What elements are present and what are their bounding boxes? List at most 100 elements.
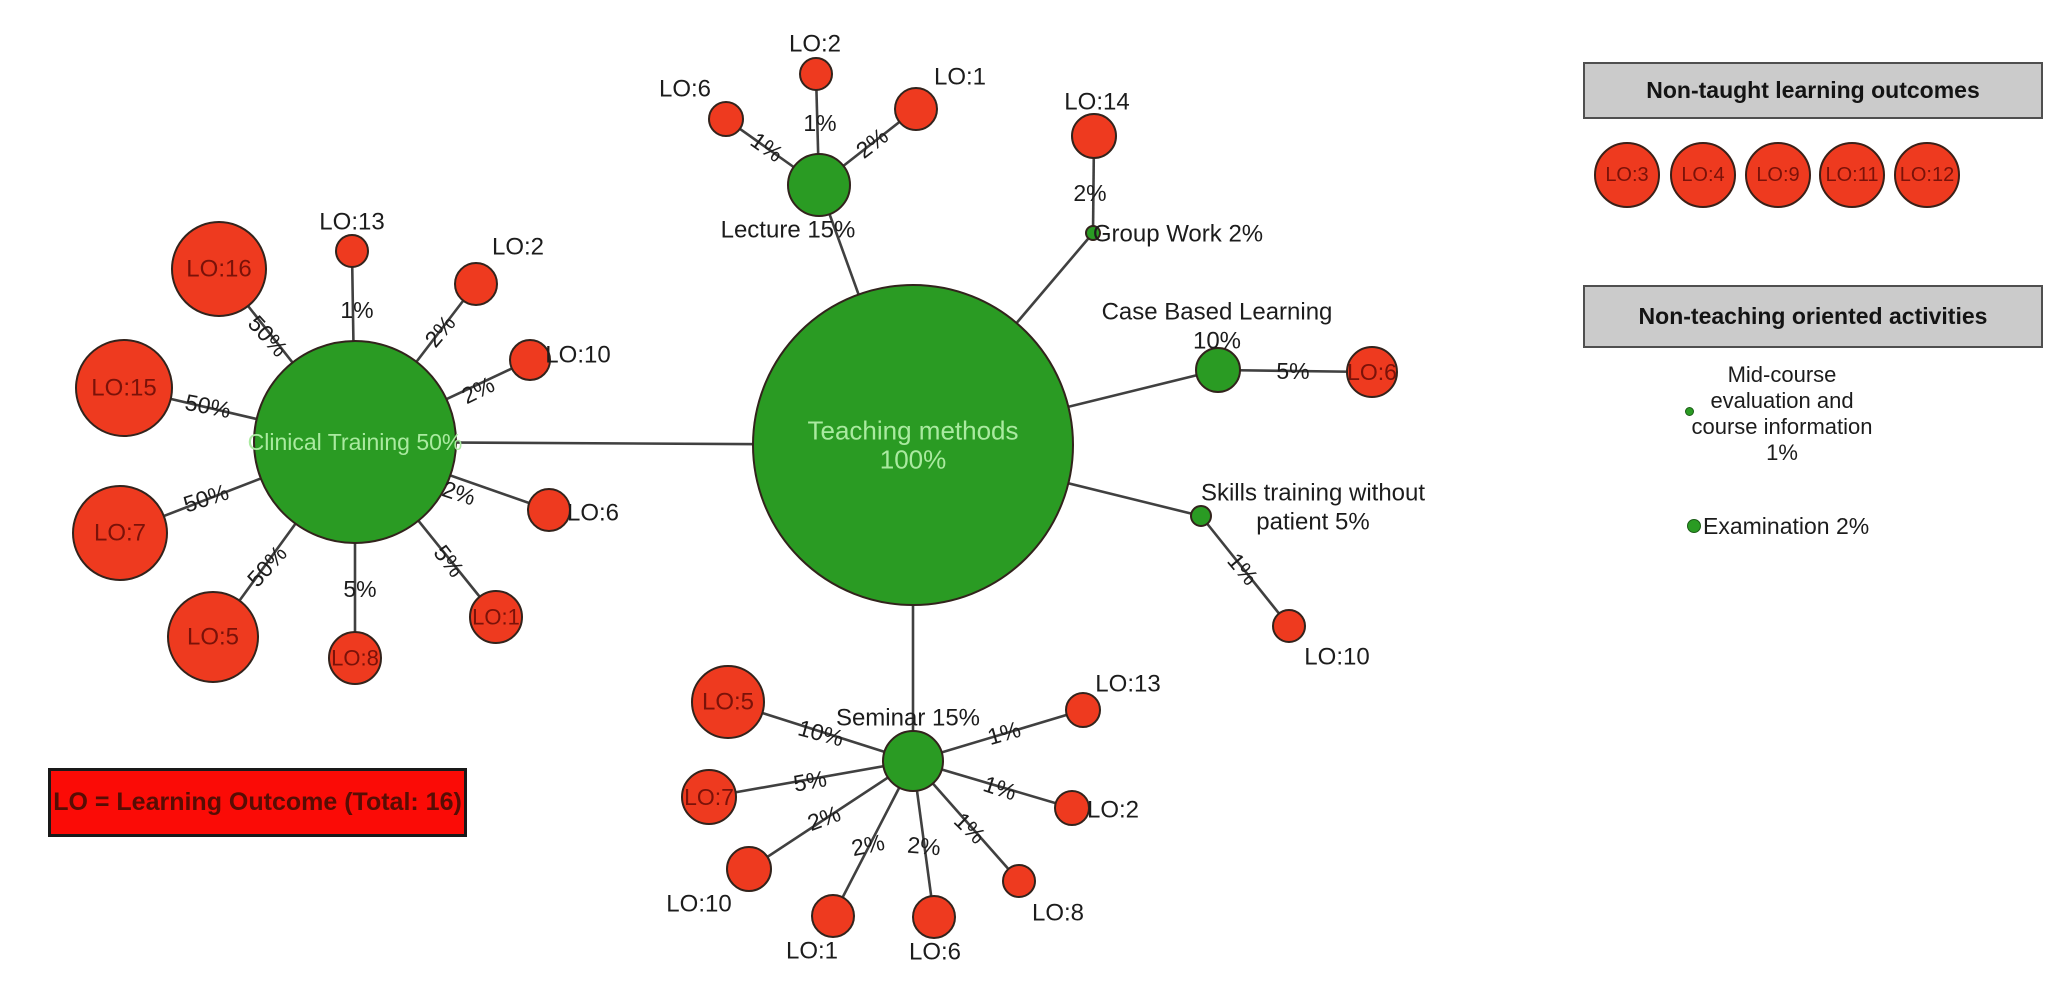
legend-outcome-lo4-label: LO:4 xyxy=(1681,163,1725,186)
node-label-seminar-0: Seminar 15% xyxy=(836,705,980,732)
node-seminar-lo1 xyxy=(811,894,855,938)
node-seminar-lo10 xyxy=(726,846,772,892)
midcourse-line-3: course information xyxy=(1691,414,1873,439)
node-clinical-lo1 xyxy=(469,590,523,644)
node-label-clinical-lo7-0: LO:7 xyxy=(94,520,146,547)
legend-outcome-lo11-label: LO:11 xyxy=(1825,163,1879,186)
node-label-seminar-lo13-0: LO:13 xyxy=(1095,671,1160,698)
node-label-clinical-lo2-0: LO:2 xyxy=(492,234,544,261)
node-clinical-lo7 xyxy=(72,485,168,581)
edge-label-clinical-training--clinical-lo5: 50% xyxy=(242,540,292,592)
node-label-teaching-methods-0: Teaching methods xyxy=(807,416,1018,446)
node-lecture-lo1 xyxy=(894,87,938,131)
node-label-case-based-learning-1: 10% xyxy=(1193,328,1241,355)
midcourse-line-2: evaluation and xyxy=(1710,388,1854,413)
node-skills-lo10 xyxy=(1272,609,1306,643)
legend-non-taught-title: Non-taught learning outcomes xyxy=(1646,77,1980,103)
node-cbl-lo6 xyxy=(1346,346,1398,398)
node-lecture xyxy=(787,153,851,217)
node-case-based-learning xyxy=(1195,347,1241,393)
node-label-lecture-lo2-0: LO:2 xyxy=(789,31,841,58)
node-group-lo14 xyxy=(1071,113,1117,159)
lo-abbreviation-note-text: LO = Learning Outcome (Total: 16) xyxy=(53,788,462,816)
node-label-seminar-lo6-0: LO:6 xyxy=(909,939,961,966)
node-label-seminar-lo10-0: LO:10 xyxy=(666,891,731,918)
edge-label-clinical-training--clinical-lo2: 2% xyxy=(419,310,460,352)
node-label-clinical-lo16-0: LO:16 xyxy=(186,256,251,283)
midcourse-evaluation-item: Mid-course evaluation and course informa… xyxy=(1652,362,1912,466)
node-clinical-lo16 xyxy=(171,221,267,317)
node-label-clinical-lo6-0: LO:6 xyxy=(567,500,619,527)
legend-outcome-lo4: LO:4 xyxy=(1670,142,1736,208)
node-clinical-lo5 xyxy=(167,591,259,683)
node-seminar-lo6 xyxy=(912,895,956,939)
node-label-lecture-0: Lecture 15% xyxy=(721,217,856,244)
node-teaching-methods xyxy=(752,284,1074,606)
node-seminar-lo7 xyxy=(681,769,737,825)
edge-label-lecture--lecture-lo1: 2% xyxy=(851,123,893,164)
node-skills-training xyxy=(1190,505,1212,527)
edge-label-clinical-training--clinical-lo15: 50% xyxy=(183,389,233,423)
edge-label-group-lo14--group-work: 2% xyxy=(1073,180,1106,206)
edge-label-skills-training--skills-lo10: 1% xyxy=(1222,548,1263,590)
node-label-lecture-lo1-0: LO:1 xyxy=(934,64,986,91)
legend-non-teaching-box: Non-teaching oriented activities xyxy=(1583,285,2043,348)
edge-skills-training--skills-lo10 xyxy=(1199,515,1291,627)
legend-outcome-lo9-label: LO:9 xyxy=(1756,163,1800,186)
edge-label-clinical-training--clinical-lo13: 1% xyxy=(340,297,373,323)
legend-outcome-lo3-label: LO:3 xyxy=(1605,163,1649,186)
edge-label-seminar--seminar-lo1: 2% xyxy=(849,829,887,861)
edge-label-case-based-learning--cbl-lo6: 5% xyxy=(1276,358,1309,384)
node-label-lecture-lo6-0: LO:6 xyxy=(659,76,711,103)
examination-dot-icon xyxy=(1687,519,1701,533)
legend-outcome-lo3: LO:3 xyxy=(1594,142,1660,208)
edge-label-lecture--lecture-lo6: 1% xyxy=(746,127,788,167)
node-clinical-lo6 xyxy=(527,488,571,532)
legend-outcome-lo9: LO:9 xyxy=(1745,142,1811,208)
node-clinical-lo8 xyxy=(328,631,382,685)
node-label-cbl-lo6-0: LO:6 xyxy=(1347,359,1397,385)
node-label-seminar-lo7-0: LO:7 xyxy=(684,784,734,810)
legend-outcome-lo12: LO:12 xyxy=(1894,142,1960,208)
legend-non-teaching-title: Non-teaching oriented activities xyxy=(1638,303,1988,329)
node-label-skills-training-0: Skills training without xyxy=(1201,480,1425,507)
node-seminar-lo2 xyxy=(1054,790,1090,826)
node-label-seminar-lo5-0: LO:5 xyxy=(702,689,754,716)
node-lecture-lo6 xyxy=(708,101,744,137)
legend-outcome-lo12-label: LO:12 xyxy=(1899,163,1955,186)
node-label-seminar-lo8-0: LO:8 xyxy=(1032,900,1084,927)
node-seminar xyxy=(882,730,944,792)
edge-label-seminar--seminar-lo6: 2% xyxy=(906,832,941,861)
node-group-work xyxy=(1085,225,1101,241)
node-clinical-training xyxy=(253,340,457,544)
edge-label-clinical-training--clinical-lo6: 2% xyxy=(439,475,479,510)
edge-label-clinical-training--clinical-lo7: 50% xyxy=(180,479,232,518)
legend-non-taught-box: Non-taught learning outcomes xyxy=(1583,62,2043,119)
node-seminar-lo5 xyxy=(691,665,765,739)
node-seminar-lo13 xyxy=(1065,692,1101,728)
edge-label-seminar--seminar-lo7: 5% xyxy=(791,765,828,796)
examination-item: Examination 2% xyxy=(1703,513,1870,539)
node-lecture-lo2 xyxy=(799,57,833,91)
node-clinical-lo2 xyxy=(454,262,498,306)
node-label-seminar-lo2-0: LO:2 xyxy=(1087,797,1139,824)
edge-label-clinical-training--clinical-lo8: 5% xyxy=(343,576,376,602)
node-clinical-lo10 xyxy=(509,339,551,381)
node-label-skills-training-1: patient 5% xyxy=(1256,509,1369,536)
lo-abbreviation-note-box: LO = Learning Outcome (Total: 16) xyxy=(48,768,467,837)
node-label-skills-lo10-0: LO:10 xyxy=(1304,644,1369,671)
node-label-clinical-training-0: Clinical Training 50% xyxy=(248,429,463,455)
node-seminar-lo8 xyxy=(1002,864,1036,898)
legend-outcome-lo11: LO:11 xyxy=(1819,142,1885,208)
node-label-clinical-lo8-0: LO:8 xyxy=(331,646,379,671)
node-label-case-based-learning-0: Case Based Learning xyxy=(1102,299,1333,326)
node-clinical-lo13 xyxy=(335,234,369,268)
edge-label-seminar--seminar-lo13: 1% xyxy=(984,716,1023,750)
node-label-clinical-lo1-0: LO:1 xyxy=(472,605,520,630)
node-label-clinical-lo10-0: LO:10 xyxy=(545,342,610,369)
midcourse-line-1: Mid-course xyxy=(1727,362,1837,387)
node-clinical-lo15 xyxy=(75,339,173,437)
node-label-teaching-methods-1: 100% xyxy=(880,445,947,475)
